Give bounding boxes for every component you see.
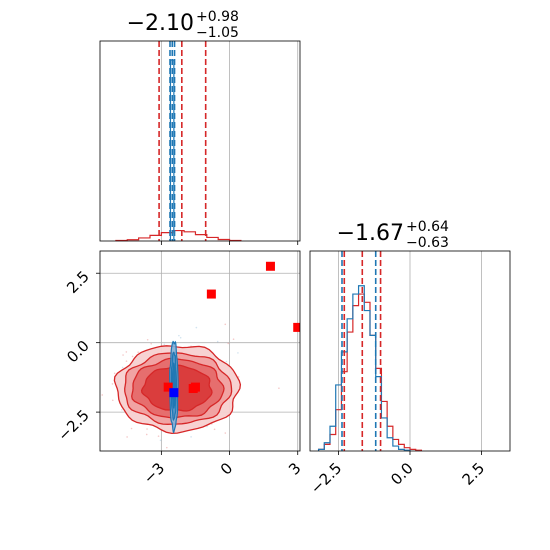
sample-point [195, 326, 198, 329]
sample-point [157, 435, 160, 437]
sample-point [113, 372, 116, 375]
x-tick-label: −2.5 [307, 459, 345, 497]
sample-point [216, 340, 219, 343]
sample-point [145, 433, 148, 436]
red-histogram [115, 229, 242, 242]
sample-point [237, 376, 240, 378]
panel-title-param2-minus: −0.63 [406, 235, 449, 251]
sample-point [130, 427, 133, 430]
sample-point [179, 336, 182, 339]
sample-point [126, 436, 128, 438]
sample-point [190, 436, 192, 438]
sample-point [224, 432, 227, 434]
sample-point [137, 351, 139, 354]
sample-point [79, 400, 81, 402]
sample-point [121, 366, 124, 369]
scatter-panel-2d: −3 0 3 2.5 0.0 −2.5 [47, 250, 305, 487]
blue-square-marker [169, 388, 179, 398]
red-square-marker [293, 322, 300, 332]
red-square-marker [188, 384, 198, 393]
sample-point [122, 354, 124, 356]
red-square-marker [265, 261, 275, 271]
panel-frame [99, 40, 301, 242]
panel-title-param2: −1.67 [337, 221, 404, 246]
sample-point [163, 343, 166, 346]
blue-contour-level [171, 362, 176, 409]
histogram-panel-param2: −1.67 +0.64−0.63 −2.5 0.0 2.5 [307, 219, 511, 498]
sample-point [224, 323, 227, 326]
sample-point [225, 360, 228, 363]
sample-point [146, 338, 149, 341]
panel-title-param1-minus: −1.05 [196, 25, 239, 41]
sample-point [101, 394, 104, 396]
blue-histogram [317, 285, 411, 451]
red-square-marker [206, 289, 216, 299]
y-tick-label: −2.5 [54, 406, 92, 444]
panel-title-param2-plus: +0.64 [406, 219, 449, 235]
sample-point [178, 334, 180, 337]
sample-point [146, 428, 148, 430]
x-tick-label: 3 [285, 459, 304, 478]
x-tick-label: 2.5 [459, 459, 489, 489]
x-tick-label: 0 [217, 459, 236, 478]
sample-point [278, 387, 280, 390]
sample-point [213, 428, 216, 431]
sample-point [47, 360, 49, 362]
sample-point [168, 485, 170, 487]
scatter-plot-area [47, 251, 300, 487]
y-tick-label: 0.0 [63, 337, 93, 367]
histogram-panel-param1: −2.10 +0.98−1.05 [99, 9, 301, 245]
sample-point [227, 342, 230, 345]
sample-point [121, 408, 123, 411]
sample-point [111, 399, 114, 402]
x-tick-label: −3 [140, 459, 168, 487]
sample-point [232, 338, 235, 341]
sample-point [125, 360, 128, 362]
y-tick-label: 2.5 [63, 267, 93, 297]
sample-point [159, 439, 162, 442]
sample-point [131, 355, 134, 358]
panel-title-param1-plus: +0.98 [196, 9, 239, 25]
sample-point [111, 383, 114, 385]
red-square-marker [163, 382, 173, 392]
sample-point [206, 425, 208, 428]
sample-point [237, 352, 239, 354]
panel-frame [99, 250, 301, 452]
sample-point [150, 342, 152, 345]
panel-title-param1: −2.10 [127, 11, 194, 36]
sample-point [125, 351, 128, 353]
x-tick-label: 0.0 [387, 459, 417, 489]
sample-point [166, 446, 168, 449]
